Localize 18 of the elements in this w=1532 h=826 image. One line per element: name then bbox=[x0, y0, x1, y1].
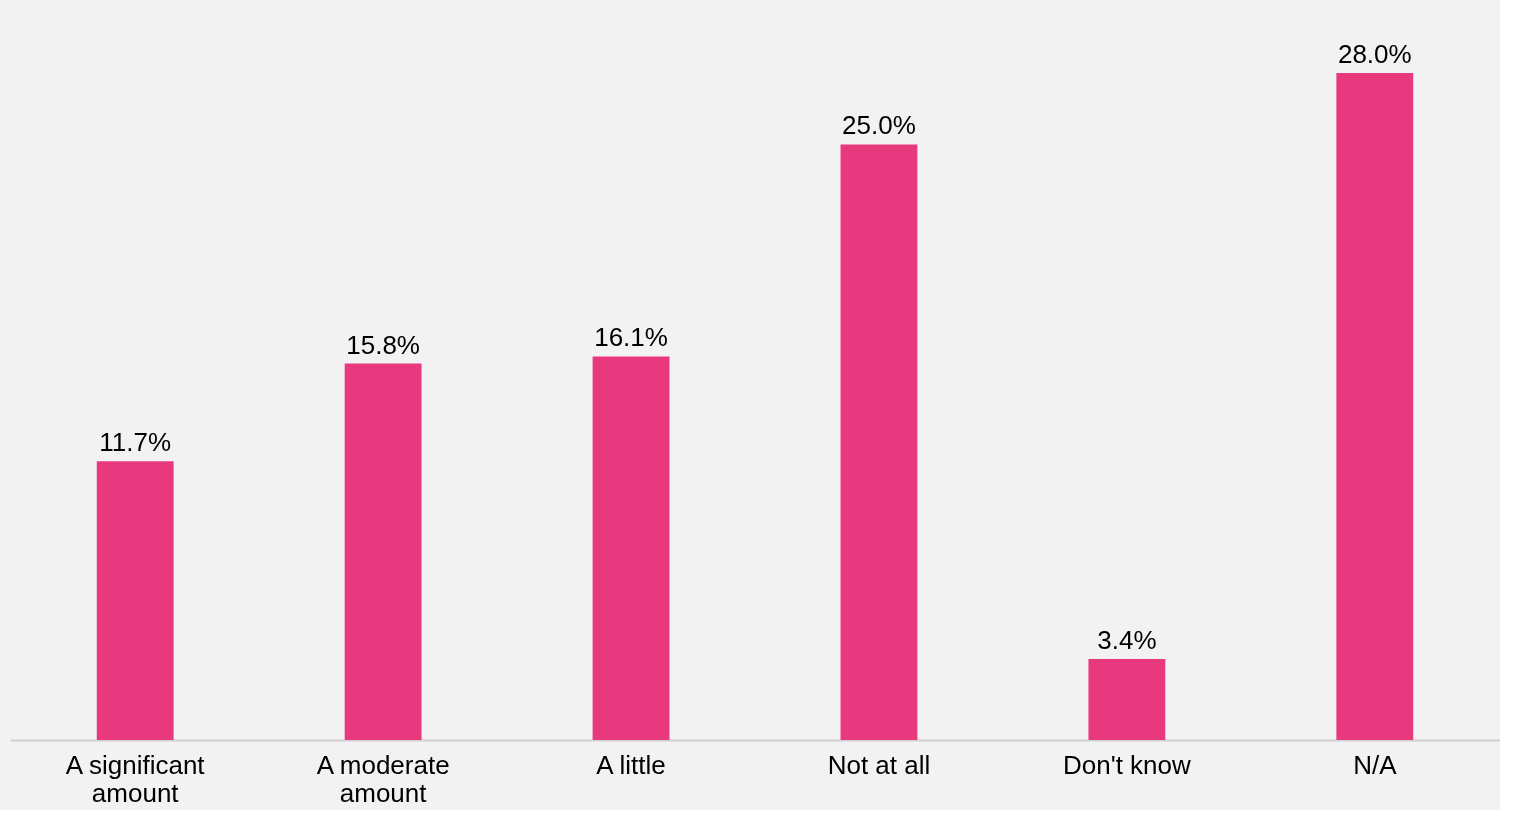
x-tick-label: A significant amount bbox=[65, 749, 206, 808]
data-label: 16.1% bbox=[594, 322, 668, 353]
bar bbox=[344, 363, 422, 740]
x-tick-label: Don't know bbox=[1062, 749, 1191, 780]
bar bbox=[96, 461, 174, 740]
data-label: 3.4% bbox=[1097, 625, 1157, 656]
x-tick-label: A moderate amount bbox=[316, 749, 450, 808]
bar bbox=[840, 144, 918, 740]
bar bbox=[1088, 659, 1166, 740]
x-tick-label: N/A bbox=[1353, 749, 1398, 780]
bar bbox=[1336, 73, 1414, 740]
x-tick-label: A little bbox=[596, 749, 666, 780]
x-tick-label: Not at all bbox=[827, 749, 931, 780]
data-label: 25.0% bbox=[842, 110, 916, 141]
data-label: 11.7% bbox=[99, 427, 172, 458]
bar bbox=[592, 356, 670, 740]
data-label: 15.8% bbox=[346, 329, 420, 360]
data-label: 28.0% bbox=[1337, 39, 1412, 69]
